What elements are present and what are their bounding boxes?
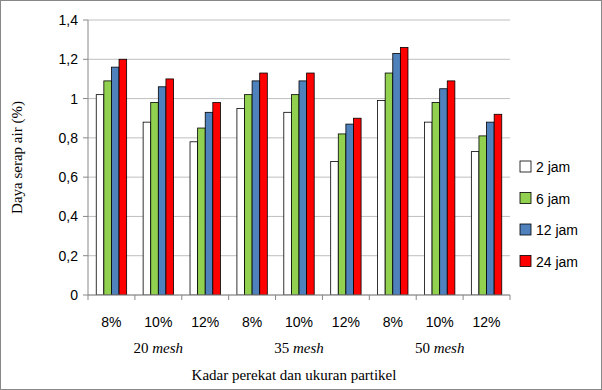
bar — [487, 122, 495, 295]
x-tick-label: 8% — [383, 314, 403, 330]
legend-label: 24 jam — [536, 254, 578, 270]
x-tick — [510, 295, 511, 300]
bar — [471, 152, 479, 295]
group-label: 20 mesh — [134, 340, 184, 356]
bar — [291, 95, 299, 295]
y-tick-label: 0,4 — [59, 208, 79, 224]
grid-line — [88, 20, 510, 21]
bar — [393, 53, 401, 295]
group-label: 35 mesh — [274, 340, 324, 356]
y-tick-label: 0,2 — [59, 248, 79, 264]
group-label-part: 35 — [274, 340, 293, 356]
bar — [385, 73, 393, 295]
y-tick — [83, 295, 88, 296]
y-tick — [83, 98, 88, 99]
bar — [119, 59, 127, 295]
grid-line — [88, 59, 510, 60]
bar — [96, 95, 104, 295]
legend-swatch — [520, 224, 531, 235]
bar — [494, 114, 502, 295]
group-label-part: 50 — [415, 340, 434, 356]
bar — [331, 161, 339, 295]
bar — [400, 48, 408, 296]
y-axis-title: Daya serap air (%) — [9, 101, 26, 214]
x-tick-label: 12% — [191, 314, 219, 330]
y-tick-label: 1,4 — [59, 12, 79, 28]
y-tick-label: 0 — [70, 287, 78, 303]
group-label-part: mesh — [293, 340, 324, 356]
bar — [424, 122, 432, 295]
y-tick-label: 1,2 — [59, 51, 79, 67]
x-tick — [228, 295, 229, 300]
bar — [158, 87, 166, 295]
y-tick — [83, 177, 88, 178]
bar — [151, 103, 159, 296]
bar — [198, 128, 206, 295]
x-tick — [181, 295, 182, 300]
chart: 0 0,2 0,4 0,6 0,8 1 1,2 1,4 8% 10% 12% 8% 10% 12% 8% 10… — [0, 0, 602, 390]
bar — [252, 81, 260, 295]
bars — [96, 48, 502, 296]
x-tick — [275, 295, 276, 300]
bar — [338, 134, 346, 295]
x-tick-label: 8% — [101, 314, 121, 330]
grid-line — [88, 295, 510, 296]
bar — [378, 101, 386, 295]
bar — [440, 89, 448, 295]
bar — [111, 67, 119, 295]
y-tick-label: 0,6 — [59, 169, 79, 185]
group-label: 50 mesh — [415, 340, 465, 356]
bar — [190, 142, 198, 295]
y-tick — [83, 137, 88, 138]
y-tick — [83, 255, 88, 256]
x-tick — [369, 295, 370, 300]
group-label-part: mesh — [152, 340, 183, 356]
bar — [479, 136, 487, 295]
legend-swatch — [520, 193, 531, 204]
bar — [205, 112, 213, 295]
bar — [143, 122, 151, 295]
bar — [447, 81, 455, 295]
chart-frame — [1, 1, 602, 390]
group-label-part: 20 — [134, 340, 153, 356]
x-tick-label: 12% — [332, 314, 360, 330]
bar — [307, 73, 315, 295]
x-axis-title: Kadar perekat dan ukuran partikel — [192, 367, 397, 383]
x-tick — [88, 295, 89, 300]
bar — [104, 81, 112, 295]
legend-swatch — [520, 256, 531, 267]
legend-swatch — [520, 161, 531, 172]
bar — [353, 118, 361, 295]
x-tick — [416, 295, 417, 300]
bar — [284, 112, 292, 295]
x-axis — [88, 295, 510, 296]
bar — [213, 103, 221, 296]
legend-label: 6 jam — [536, 191, 570, 207]
group-label-part: mesh — [434, 340, 465, 356]
bar — [260, 73, 268, 295]
bar — [432, 103, 440, 296]
bar — [245, 95, 253, 295]
y-tick — [83, 216, 88, 217]
y-tick — [83, 20, 88, 21]
y-tick-label: 0,8 — [59, 130, 79, 146]
x-tick — [463, 295, 464, 300]
y-tick-label: 1 — [70, 91, 78, 107]
bar — [299, 81, 307, 295]
x-tick — [322, 295, 323, 300]
x-tick — [134, 295, 135, 300]
y-axis — [88, 20, 89, 295]
legend-label: 2 jam — [536, 159, 570, 175]
y-tick — [83, 59, 88, 60]
x-tick-label: 10% — [144, 314, 172, 330]
x-tick-label: 12% — [473, 314, 501, 330]
bar — [237, 108, 245, 295]
x-tick-label: 10% — [426, 314, 454, 330]
legend-label: 12 jam — [536, 222, 578, 238]
x-tick-label: 10% — [285, 314, 313, 330]
x-tick-label: 8% — [242, 314, 262, 330]
bar — [346, 124, 354, 295]
bar — [166, 79, 174, 295]
